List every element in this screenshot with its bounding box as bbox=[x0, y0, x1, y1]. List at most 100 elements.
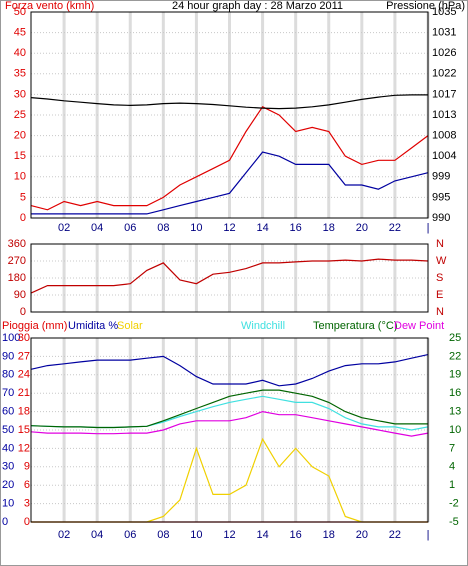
x-tick-label: 20 bbox=[356, 222, 368, 234]
x-tick-label: 18 bbox=[323, 222, 335, 234]
y2-tick-label: 995 bbox=[432, 191, 450, 203]
y-tick-label: 10 bbox=[2, 498, 14, 510]
x-tick-label: 06 bbox=[124, 529, 136, 541]
y-tick-label: 25 bbox=[14, 109, 26, 121]
x-tick-label: 08 bbox=[157, 529, 169, 541]
series-line bbox=[30, 94, 428, 110]
y3-tick-label: 6 bbox=[24, 479, 30, 491]
y-tick-label: 40 bbox=[14, 47, 26, 59]
y2-tick-label: 19 bbox=[449, 369, 461, 381]
y-tick-label: 270 bbox=[8, 255, 26, 267]
y2-tick-label: 1026 bbox=[432, 47, 456, 59]
y2-tick-label: N bbox=[436, 306, 444, 318]
y2-tick-label: 25 bbox=[449, 332, 461, 344]
series-line bbox=[30, 106, 429, 211]
x-tick-label: 08 bbox=[157, 222, 169, 234]
y2-tick-label: 7 bbox=[449, 442, 455, 454]
x-tick-label: 20 bbox=[356, 529, 368, 541]
y3-tick-label: 18 bbox=[18, 406, 30, 418]
y2-tick-label: 1035 bbox=[432, 6, 456, 18]
y2-tick-label: 22 bbox=[449, 350, 461, 362]
y3-tick-label: 30 bbox=[18, 332, 30, 344]
legend-label: Dew Point bbox=[394, 320, 444, 332]
y-tick-label: 0 bbox=[20, 212, 26, 224]
legend-label: Umidita % bbox=[68, 320, 118, 332]
x-tick-label: 12 bbox=[223, 222, 235, 234]
y-tick-label: 360 bbox=[8, 238, 26, 250]
y2-tick-label: N bbox=[436, 238, 444, 250]
y2-tick-label: -5 bbox=[449, 516, 459, 528]
x-tick-label: 22 bbox=[389, 529, 401, 541]
x-tick-label: 04 bbox=[91, 222, 103, 234]
y2-tick-label: 10 bbox=[449, 424, 461, 436]
y3-tick-label: 24 bbox=[18, 369, 30, 381]
series-line bbox=[30, 410, 429, 437]
y-tick-label: 100 bbox=[2, 332, 20, 344]
series-line bbox=[30, 354, 429, 387]
y2-tick-label: E bbox=[436, 289, 443, 301]
y2-tick-label: -2 bbox=[449, 498, 459, 510]
y2-tick-label: 1031 bbox=[432, 27, 456, 39]
y-tick-label: 40 bbox=[2, 442, 14, 454]
legend-label: Windchill bbox=[241, 320, 285, 332]
y-tick-label: 90 bbox=[2, 350, 14, 362]
y-tick-label: 0 bbox=[20, 306, 26, 318]
x-tick-label: 04 bbox=[91, 529, 103, 541]
y2-tick-label: 1022 bbox=[432, 68, 456, 80]
series-line bbox=[31, 151, 429, 215]
ylabel: Forza vento (kmh) bbox=[5, 0, 94, 12]
y2-tick-label: 1004 bbox=[432, 150, 456, 162]
y2label: Pressione (hPa) bbox=[386, 0, 465, 12]
x-tick-label: 12 bbox=[223, 529, 235, 541]
y-tick-label: 20 bbox=[14, 130, 26, 142]
x-tick-label: 18 bbox=[323, 529, 335, 541]
y-tick-label: 0 bbox=[2, 516, 8, 528]
series-line bbox=[30, 389, 428, 429]
y-tick-label: 50 bbox=[2, 424, 14, 436]
y2-tick-label: 1013 bbox=[432, 109, 456, 121]
x-tick-label: | bbox=[427, 222, 430, 234]
plot-frame bbox=[30, 11, 429, 219]
y2-tick-label: 990 bbox=[432, 212, 450, 224]
y2-tick-label: 1008 bbox=[432, 130, 456, 142]
x-tick-label: 10 bbox=[190, 529, 202, 541]
x-tick-label: | bbox=[427, 529, 430, 541]
y2-tick-label: 1 bbox=[449, 479, 455, 491]
y2-tick-label: 1017 bbox=[432, 88, 456, 100]
x-tick-label: 02 bbox=[58, 222, 70, 234]
x-tick-label: 14 bbox=[256, 222, 268, 234]
y-tick-label: 50 bbox=[14, 6, 26, 18]
x-tick-label: 02 bbox=[58, 529, 70, 541]
y-tick-label: 5 bbox=[20, 191, 26, 203]
x-tick-label: 06 bbox=[124, 222, 136, 234]
x-tick-label: 14 bbox=[256, 529, 268, 541]
y2-tick-label: W bbox=[436, 255, 447, 267]
x-tick-label: 10 bbox=[190, 222, 202, 234]
legend-label: Pioggia (mm) bbox=[2, 320, 67, 332]
y-tick-label: 90 bbox=[14, 289, 26, 301]
y-tick-label: 70 bbox=[2, 387, 14, 399]
x-tick-label: 16 bbox=[290, 222, 302, 234]
y3-tick-label: 21 bbox=[18, 387, 30, 399]
y-tick-label: 30 bbox=[2, 461, 14, 473]
y3-tick-label: 27 bbox=[18, 350, 30, 362]
y-tick-label: 60 bbox=[2, 406, 14, 418]
plot-frame bbox=[30, 243, 429, 313]
y-tick-label: 180 bbox=[8, 272, 26, 284]
legend-label: Temperatura (°C) bbox=[313, 320, 397, 332]
y-tick-label: 15 bbox=[14, 150, 26, 162]
y3-tick-label: 12 bbox=[18, 442, 30, 454]
series-line bbox=[30, 258, 429, 294]
y2-tick-label: 16 bbox=[449, 387, 461, 399]
y2-tick-label: 4 bbox=[449, 461, 455, 473]
y3-tick-label: 9 bbox=[24, 461, 30, 473]
title: 24 hour graph day : 28 Marzo 2011 bbox=[172, 0, 343, 12]
x-tick-label: 16 bbox=[290, 529, 302, 541]
y3-tick-label: 0 bbox=[24, 516, 30, 528]
y-tick-label: 10 bbox=[14, 171, 26, 183]
plot-frame bbox=[30, 337, 429, 523]
legend-label: Solar bbox=[117, 320, 143, 332]
y-tick-label: 30 bbox=[14, 88, 26, 100]
y-tick-label: 80 bbox=[2, 369, 14, 381]
